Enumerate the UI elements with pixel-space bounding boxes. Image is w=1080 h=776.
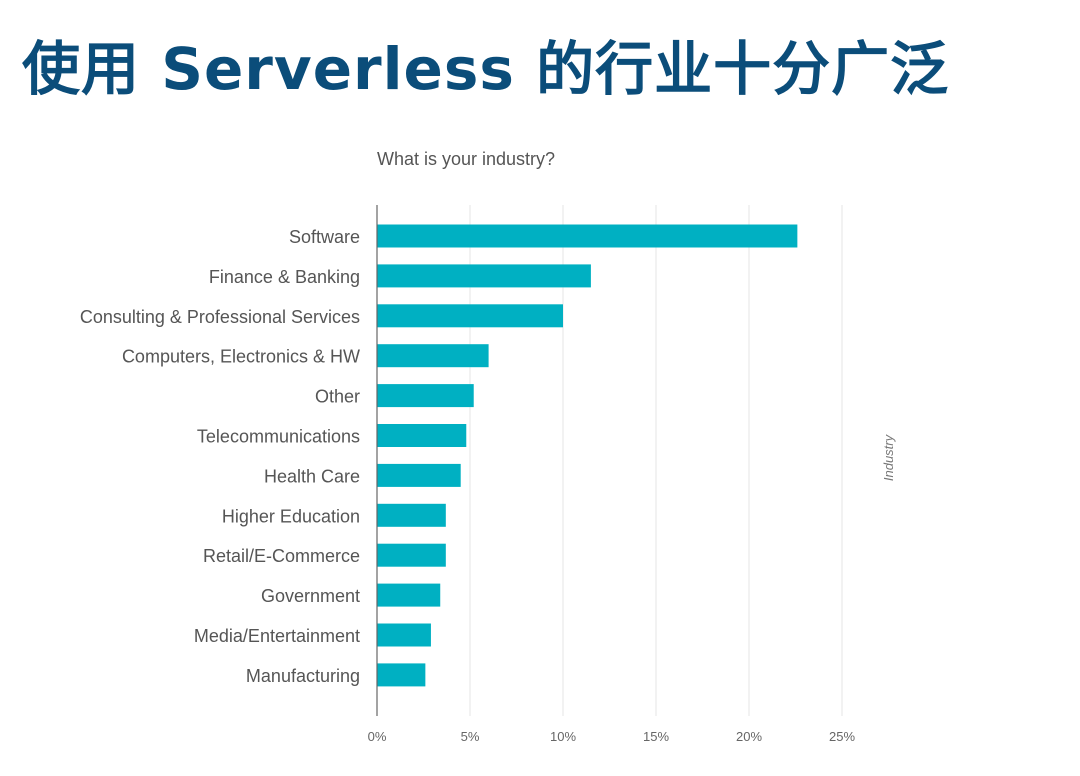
bar [377, 623, 431, 647]
category-label: Software [289, 227, 360, 247]
x-tick-label: 25% [829, 729, 855, 744]
y-axis-label: Industry [881, 433, 896, 481]
bar [377, 503, 446, 527]
category-label: Media/Entertainment [194, 626, 360, 646]
category-label: Telecommunications [197, 427, 360, 447]
gridlines [469, 205, 843, 716]
bar [377, 583, 441, 607]
category-label: Computers, Electronics & HW [122, 347, 360, 367]
category-labels: Software Finance & Banking Consulting & Pr… [80, 227, 360, 686]
x-tick-label: 0% [368, 729, 387, 744]
bar [377, 264, 591, 288]
category-label: Consulting & Professional Services [80, 307, 360, 327]
category-label: Finance & Banking [209, 267, 360, 287]
x-tick-label: 15% [643, 729, 669, 744]
chart-title: What is your industry? [377, 149, 555, 169]
category-label: Higher Education [222, 506, 360, 526]
x-tick-labels: 0% 5% 10% 15% 20% 25% [368, 729, 856, 744]
slide-title: 使用 Serverless 的行业十分广泛 [22, 35, 950, 103]
category-label: Government [261, 586, 360, 606]
category-label: Retail/E-Commerce [203, 546, 360, 566]
category-label: Manufacturing [246, 666, 360, 686]
bar [377, 424, 467, 447]
bar [377, 224, 798, 248]
bar [377, 384, 474, 408]
bar [377, 663, 426, 687]
x-tick-label: 10% [550, 729, 576, 744]
category-label: Health Care [264, 466, 360, 486]
category-label: Other [315, 387, 360, 407]
bar [377, 543, 446, 567]
bars [377, 224, 798, 687]
x-tick-label: 20% [736, 729, 762, 744]
bar [377, 344, 489, 368]
x-tick-label: 5% [461, 729, 480, 744]
bar [377, 304, 563, 328]
bar [377, 463, 461, 487]
